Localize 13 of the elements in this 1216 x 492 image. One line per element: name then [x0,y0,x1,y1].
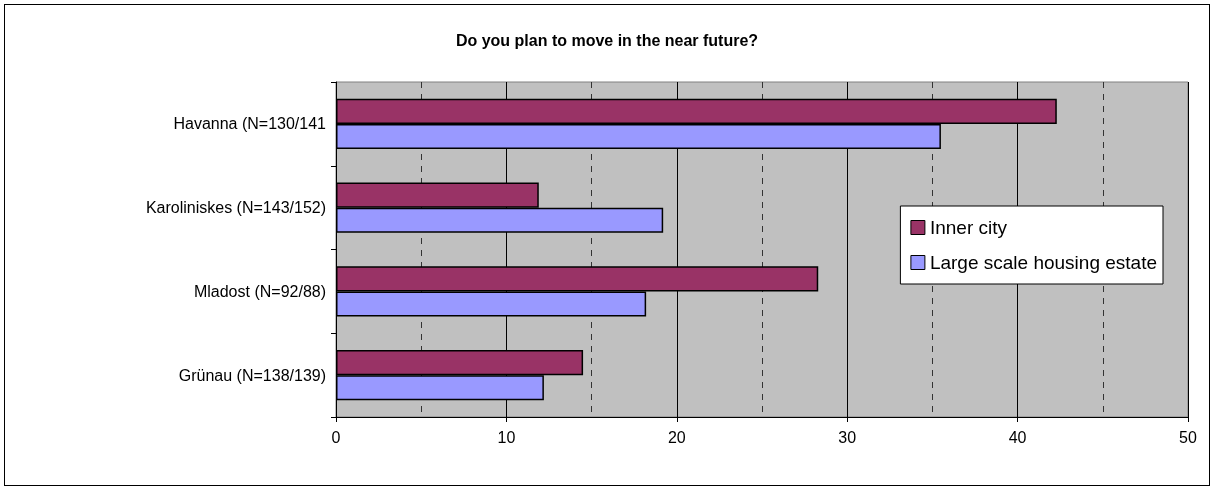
x-tick-label: 0 [331,428,341,446]
y-tick-label: Karoliniskes (N=143/152) [145,199,326,217]
x-tick-label: 50 [1179,428,1197,446]
chart-title: Do you plan to move in the near future? [455,31,759,49]
y-tick-label: Havanna (N=130/141 [173,115,327,133]
legend-label: Large scale housing estate [929,252,1158,273]
x-tick-label: 20 [667,428,686,446]
x-tick-label: 10 [497,428,516,446]
y-tick-label: Grünau (N=138/139) [178,366,326,384]
x-tick-label: 30 [838,428,857,446]
legend-label: Inner city [929,217,1008,238]
x-tick-label: 40 [1008,428,1027,446]
y-tick-label: Mladost (N=92/88) [193,282,326,300]
